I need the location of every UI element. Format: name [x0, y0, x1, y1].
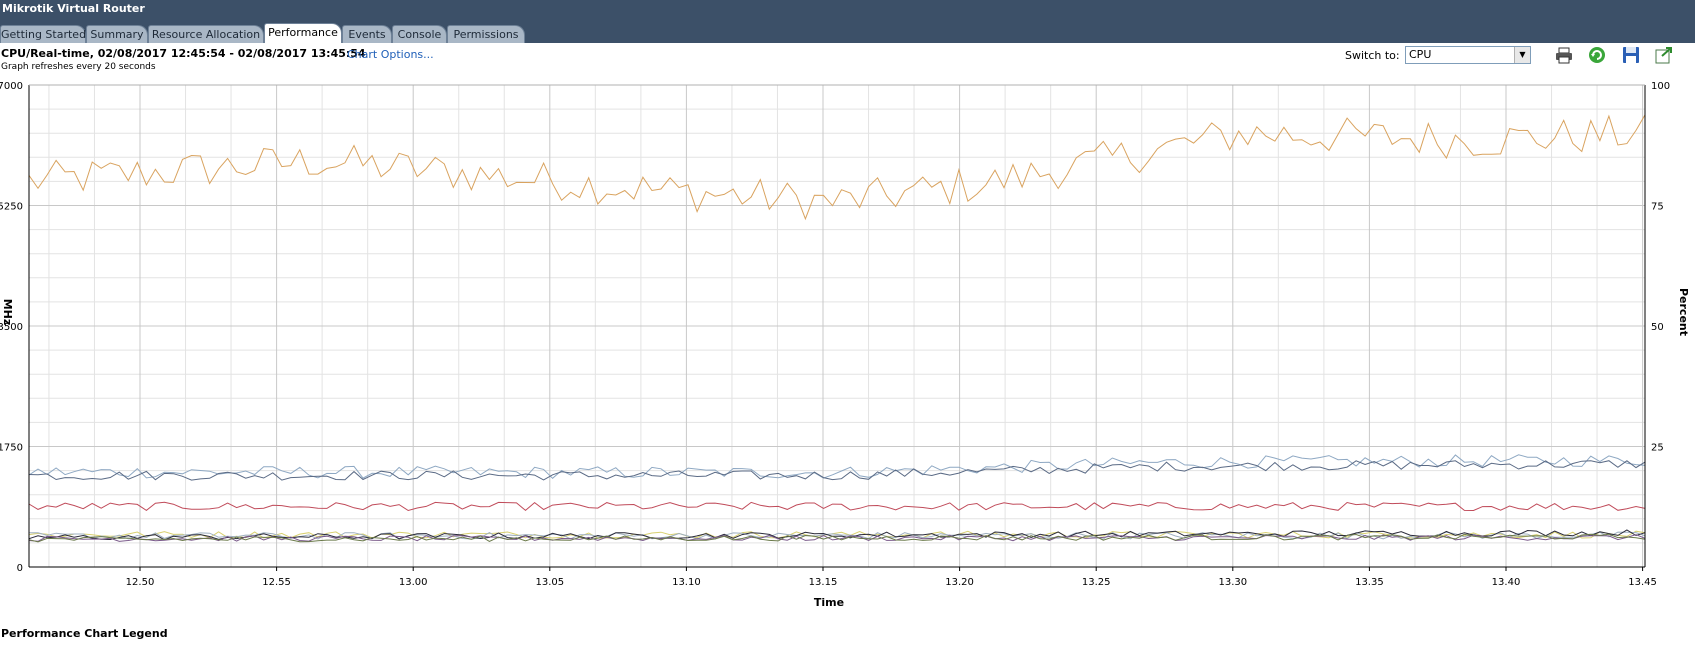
performance-chart: 0 1750 3500 5250 7000 25 50 75 100 12.50 12.55 13.0… [0, 81, 1690, 609]
series-line-2 [28, 460, 1646, 481]
x-tick-label: 12.50 [126, 577, 155, 588]
tab-getting-started[interactable]: Getting Started [0, 25, 86, 43]
tab-console[interactable]: Console [392, 25, 447, 43]
tab-permissions[interactable]: Permissions [447, 25, 525, 43]
switch-to-select[interactable]: CPU ▼ [1405, 46, 1531, 64]
series-line-6 [28, 529, 1646, 541]
legend-title: Performance Chart Legend [1, 627, 168, 640]
export-icon[interactable] [1655, 46, 1673, 64]
x-tick-label: 13.25 [1082, 577, 1111, 588]
switch-to-label: Switch to: [1345, 49, 1400, 62]
chart-title: CPU/Real-time, 02/08/2017 12:45:54 - 02/… [1, 47, 366, 60]
print-icon[interactable] [1555, 46, 1573, 64]
series-line-4 [28, 530, 1646, 539]
y-tick-right: 50 [1651, 322, 1664, 333]
tab-events[interactable]: Events [342, 25, 392, 43]
x-axis-title: Time [814, 596, 844, 609]
tab-summary[interactable]: Summary [86, 25, 148, 43]
chart-options-link[interactable]: Chart Options... [347, 48, 434, 61]
save-icon[interactable] [1622, 46, 1640, 64]
window-title: Mikrotik Virtual Router [2, 2, 145, 15]
x-tick-label: 13.15 [809, 577, 838, 588]
y-tick-right: 25 [1651, 443, 1664, 454]
series-line-7 [28, 534, 1646, 542]
window-titlebar: Mikrotik Virtual Router Getting Started … [0, 0, 1695, 43]
refresh-note: Graph refreshes every 20 seconds [1, 62, 156, 72]
x-tick-label: 13.10 [672, 577, 701, 588]
y-axis-title-left: MHz [1, 299, 14, 326]
x-tick-label: 13.40 [1492, 577, 1521, 588]
chevron-down-icon[interactable]: ▼ [1514, 47, 1530, 63]
tab-performance[interactable]: Performance [264, 23, 342, 43]
refresh-icon[interactable] [1588, 46, 1606, 64]
y-tick-right: 100 [1651, 81, 1670, 92]
y-tick-left: 0 [17, 563, 23, 574]
series-line-8 [28, 533, 1646, 543]
y-tick-left: 1750 [0, 443, 23, 454]
tab-resource-allocation[interactable]: Resource Allocation [148, 25, 264, 43]
x-tick-label: 13.35 [1355, 577, 1384, 588]
x-tick-label: 13.30 [1218, 577, 1247, 588]
series-line-0 [28, 114, 1646, 221]
series-line-1 [28, 454, 1646, 479]
y-tick-right: 75 [1651, 202, 1664, 213]
y-tick-left: 3500 [0, 322, 23, 333]
x-tick-label: 13.00 [399, 577, 428, 588]
switch-to-value: CPU [1409, 48, 1432, 61]
y-tick-left: 5250 [0, 202, 23, 213]
y-axis-title-right: Percent [1677, 288, 1690, 336]
x-tick-label: 12.55 [262, 577, 291, 588]
x-tick-label: 13.20 [945, 577, 974, 588]
y-tick-left: 7000 [0, 81, 23, 92]
x-tick-label: 13.45 [1628, 577, 1657, 588]
x-tick-label: 13.05 [535, 577, 564, 588]
series-line-3 [28, 501, 1646, 512]
